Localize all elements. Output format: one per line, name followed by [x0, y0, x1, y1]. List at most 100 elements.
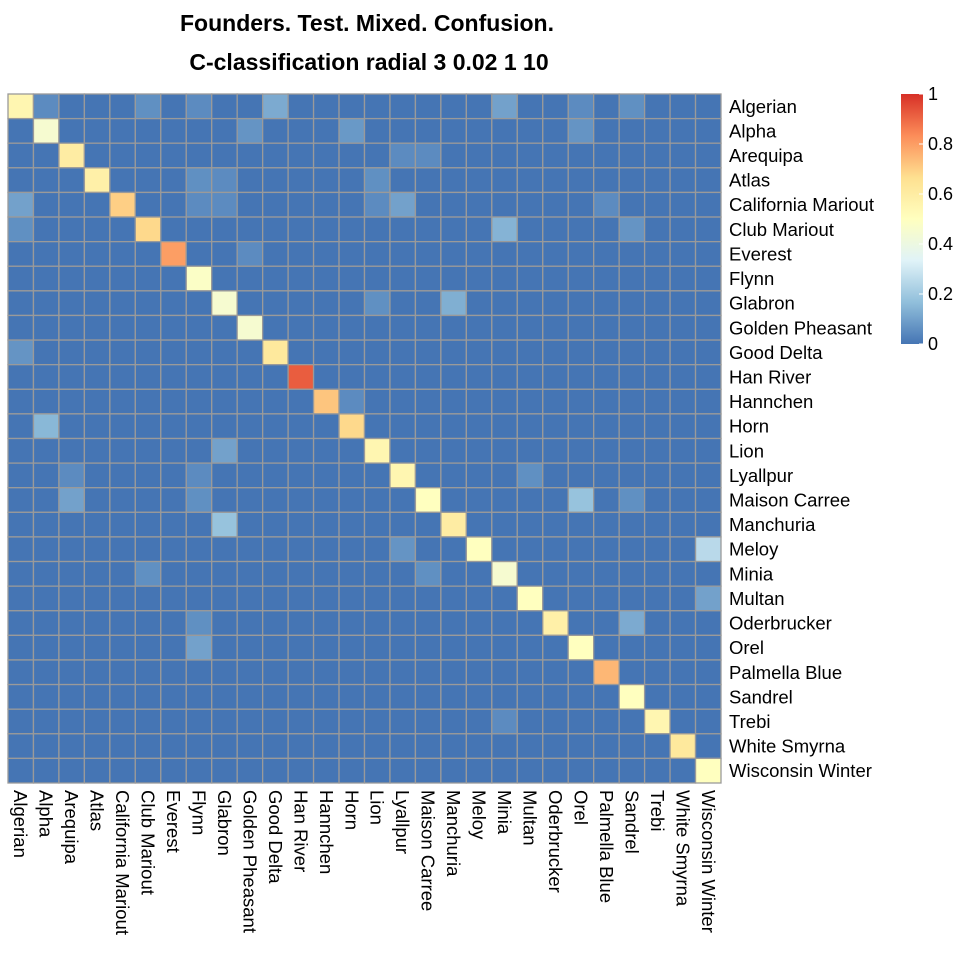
column-label: Arequipa [61, 790, 82, 865]
legend-ticks: 1 0.8 0.6 0.4 0.2 0 [919, 84, 953, 354]
heatmap-cell [236, 191, 264, 218]
heatmap-cell [669, 93, 697, 120]
heatmap-cell [694, 585, 722, 612]
heatmap-cell [593, 659, 620, 686]
legend-tick-label: 0.2 [928, 284, 953, 304]
heatmap-cell [643, 240, 671, 267]
heatmap-cell [440, 364, 468, 390]
heatmap-cell [160, 511, 187, 538]
heatmap-cell [389, 265, 417, 292]
heatmap-cell [491, 708, 518, 735]
heatmap-cell [7, 142, 35, 169]
heatmap-cell [694, 560, 722, 587]
heatmap-cell [694, 364, 722, 390]
heatmap-cell [287, 117, 315, 144]
heatmap-cell [363, 167, 391, 194]
heatmap-cell [643, 191, 671, 218]
heatmap-cell [694, 290, 722, 317]
heatmap-cell [261, 634, 289, 661]
heatmap-cell [160, 708, 187, 735]
heatmap-cell [185, 437, 213, 464]
heatmap-cell [185, 364, 213, 390]
heatmap-cell [389, 290, 417, 317]
heatmap-cell [58, 462, 86, 489]
heatmap-cell [516, 240, 544, 267]
heatmap-cell [287, 511, 315, 538]
heatmap-cell [363, 93, 391, 120]
heatmap-cell [236, 733, 264, 760]
heatmap-cell [185, 117, 213, 144]
heatmap-cell [160, 560, 187, 587]
heatmap-cell [643, 536, 671, 563]
heatmap-cell [542, 117, 569, 144]
heatmap-cell [542, 659, 569, 686]
heatmap-cell [83, 585, 111, 612]
heatmap-cell [491, 191, 518, 218]
heatmap-cell [593, 364, 620, 390]
heatmap-cell [643, 364, 671, 390]
heatmap-cell [160, 290, 187, 317]
heatmap-cell [567, 93, 595, 120]
heatmap-cell [440, 511, 468, 538]
heatmap-cell [491, 659, 518, 686]
heatmap-cell [32, 191, 60, 218]
heatmap-cell [669, 167, 697, 194]
heatmap-cell [643, 290, 671, 317]
heatmap-cell [7, 757, 35, 784]
heatmap-cell [643, 167, 671, 194]
heatmap-cell [440, 216, 468, 243]
heatmap-cell [261, 462, 289, 489]
heatmap-cell [58, 437, 86, 464]
heatmap-cell [694, 265, 722, 292]
heatmap-cell [363, 265, 391, 292]
heatmap-cell [338, 191, 366, 218]
color-legend: 1 0.8 0.6 0.4 0.2 0 [901, 84, 953, 354]
column-label: Hannchen [316, 790, 337, 874]
heatmap-cell [440, 93, 468, 120]
heatmap-cell [618, 683, 646, 710]
heatmap-cell [58, 585, 86, 612]
heatmap-cell [491, 240, 518, 267]
heatmap-cell [618, 93, 646, 120]
heatmap-cell [160, 634, 187, 661]
heatmap-cell [236, 314, 264, 341]
heatmap-cell [261, 314, 289, 341]
heatmap-cell [32, 634, 60, 661]
heatmap-cell [236, 240, 264, 267]
heatmap-cell [618, 216, 646, 243]
heatmap-cell [7, 388, 35, 415]
heatmap-cell [389, 437, 417, 464]
heatmap-cell [312, 339, 340, 366]
heatmap-cell [669, 290, 697, 317]
heatmap-cell [567, 511, 595, 538]
heatmap-cell [287, 659, 315, 686]
heatmap-cell [465, 117, 493, 144]
heatmap-cell [567, 560, 595, 587]
heatmap-cell [109, 290, 136, 317]
heatmap-cell [261, 536, 289, 563]
heatmap-cell [83, 683, 111, 710]
heatmap-cell [389, 191, 417, 218]
heatmap-cell [618, 240, 646, 267]
heatmap-cell [109, 511, 136, 538]
heatmap-cell [593, 708, 620, 735]
heatmap-cell [7, 265, 35, 292]
heatmap-cell [593, 536, 620, 563]
heatmap-cell [236, 290, 264, 317]
heatmap-cell [618, 290, 646, 317]
legend-tick-label: 0.8 [928, 134, 953, 154]
heatmap-cell [593, 314, 620, 341]
heatmap-cell [363, 364, 391, 390]
heatmap-cell [211, 240, 238, 267]
heatmap-cell [669, 437, 697, 464]
heatmap-cell [261, 364, 289, 390]
heatmap-cell [516, 437, 544, 464]
heatmap-cell [312, 585, 340, 612]
heatmap-cell [669, 240, 697, 267]
heatmap-cell [669, 708, 697, 735]
heatmap-cell [312, 683, 340, 710]
heatmap-cell [7, 240, 35, 267]
heatmap-cell [567, 290, 595, 317]
heatmap-cell [363, 487, 391, 513]
heatmap-cell [185, 659, 213, 686]
